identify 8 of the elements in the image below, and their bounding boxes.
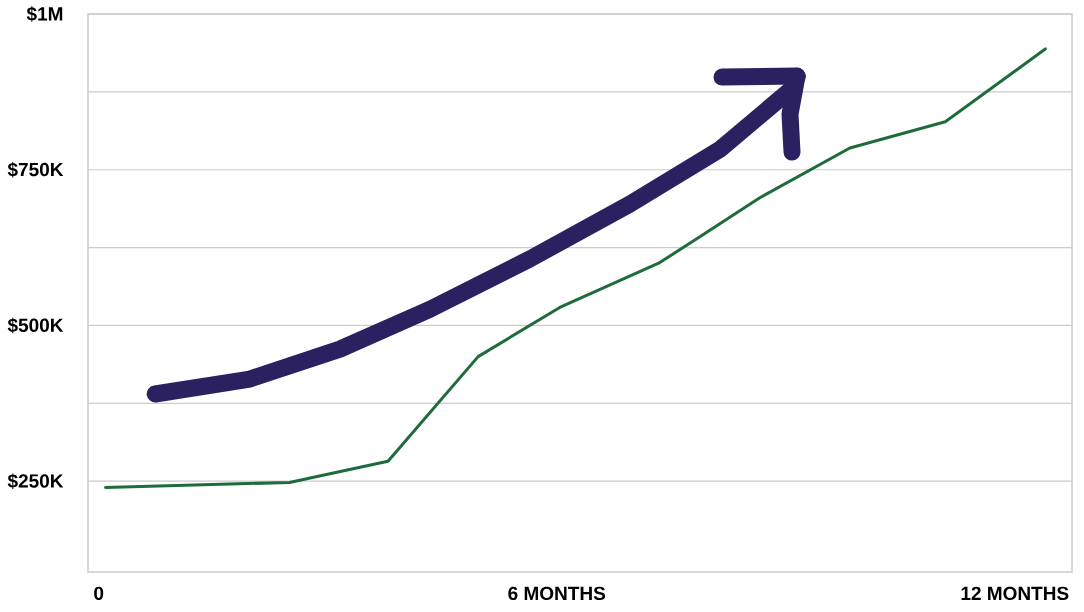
x-tick-label: 12 MONTHS [961, 586, 1069, 601]
y-tick-label: $750K [7, 161, 64, 178]
x-tick-label: 0 [94, 586, 104, 601]
x-tick-label: 6 MONTHS [508, 586, 606, 601]
y-tick-label: $250K [7, 473, 64, 489]
line-series [104, 47, 1047, 489]
y-tick-label: $500K [7, 317, 64, 334]
y-tick-label: $1M [26, 6, 63, 22]
